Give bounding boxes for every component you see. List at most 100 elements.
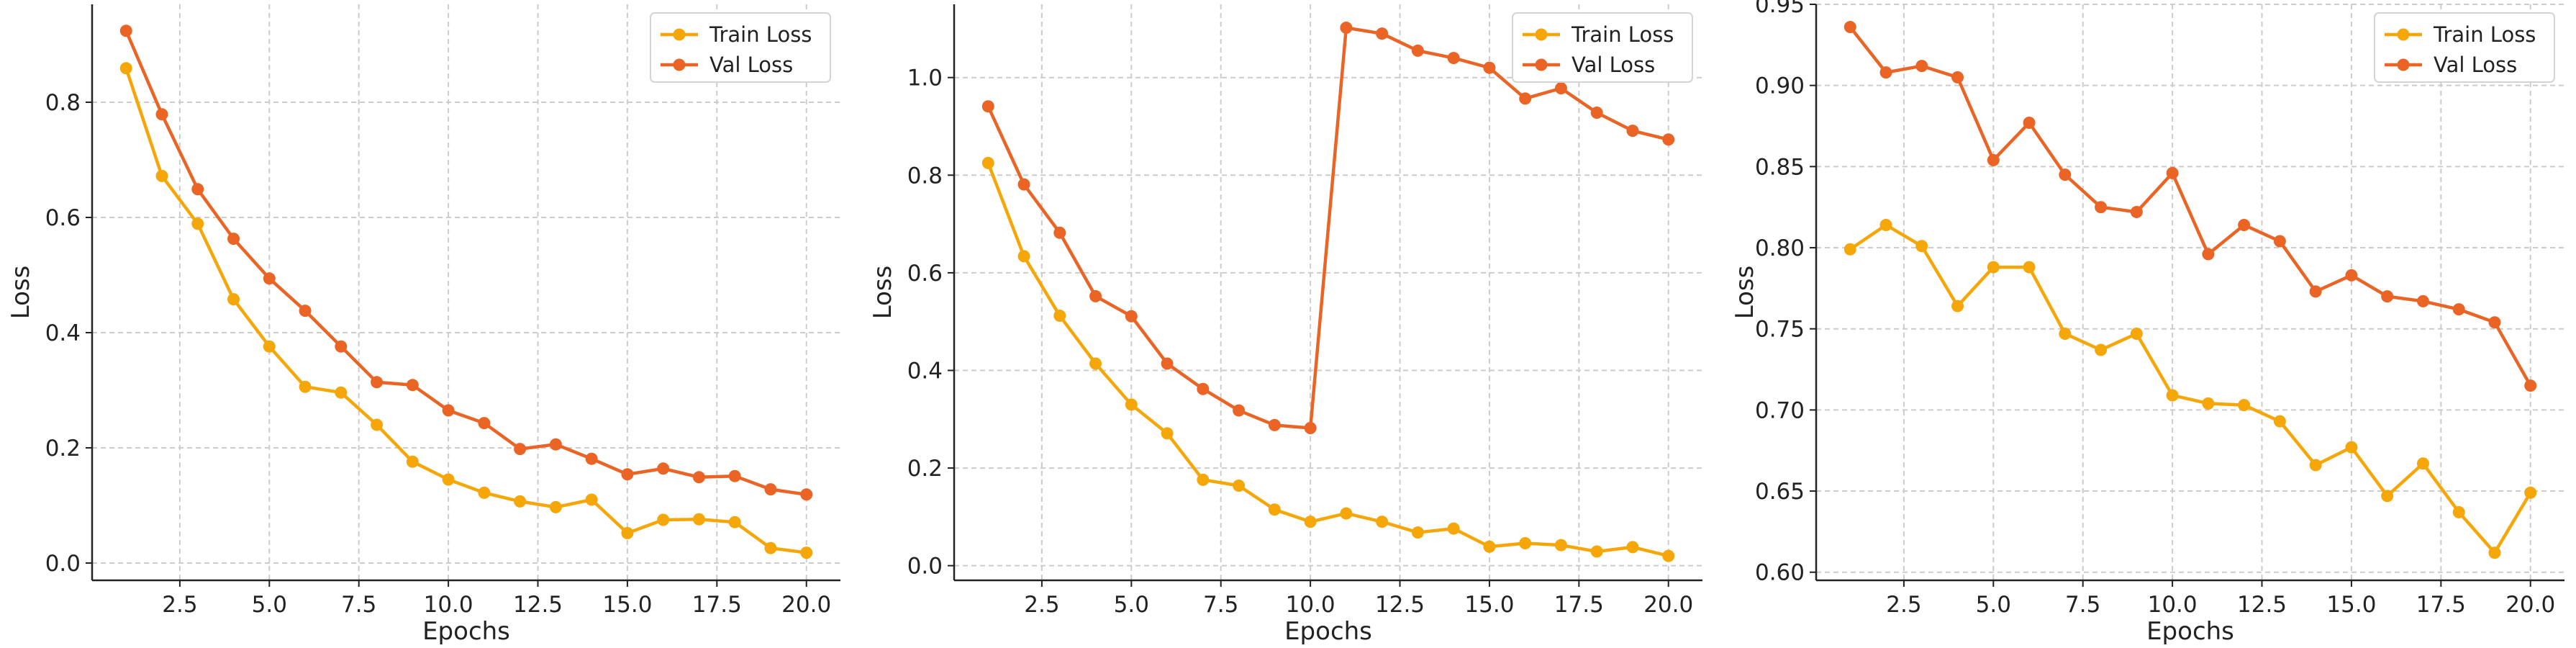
data-point-train <box>478 486 491 499</box>
x-tick-label: 5.0 <box>1114 592 1149 618</box>
y-tick-label: 1.0 <box>907 66 943 91</box>
chart-panel-2: 2.5 5.0 7.5 10.0 12.5 15.0 17.5 20.0 0.0 0.2 0.4 0.… <box>869 4 1702 646</box>
data-point-train <box>728 516 741 528</box>
y-tick-label: 0.90 <box>1755 73 1805 99</box>
data-point-train <box>2059 327 2072 340</box>
data-point-train <box>800 546 813 559</box>
data-point-train <box>2309 459 2322 472</box>
data-point-train <box>1483 540 1496 553</box>
data-point-val <box>1125 310 1138 323</box>
x-tick-label: 17.5 <box>692 592 742 618</box>
series-line-train <box>1849 223 2532 554</box>
data-point-train <box>442 473 455 486</box>
data-point-train <box>692 513 705 526</box>
data-point-train <box>2273 415 2286 428</box>
data-point-val <box>692 471 705 484</box>
data-point-val <box>800 488 813 501</box>
x-tick-label: 20.0 <box>781 592 831 618</box>
data-point-train <box>2023 261 2036 274</box>
data-point-val <box>2416 294 2429 307</box>
data-point-train <box>657 513 670 526</box>
data-point-val <box>2273 235 2286 248</box>
data-point-val <box>1411 44 1424 57</box>
legend-marker <box>673 58 686 71</box>
x-tick-label: 7.5 <box>1203 592 1238 618</box>
y-tick-label: 0.70 <box>1755 397 1805 423</box>
data-point-val <box>1017 178 1030 191</box>
data-point-train <box>1017 250 1030 263</box>
data-point-val <box>1340 22 1353 35</box>
data-point-val <box>1483 61 1496 74</box>
y-tick-label: 0.85 <box>1755 154 1805 180</box>
data-point-val <box>1626 125 1639 138</box>
y-tick-label: 0.65 <box>1755 479 1805 505</box>
y-tick-label: 0.0 <box>907 554 943 580</box>
data-point-val <box>2381 290 2394 303</box>
y-axis-label: Loss <box>1731 266 1759 320</box>
legend-marker <box>1535 58 1548 71</box>
data-point-train <box>1125 398 1138 411</box>
x-tick-label: 10.0 <box>424 592 473 618</box>
legend-marker <box>673 28 686 41</box>
data-point-train <box>1053 310 1066 323</box>
data-point-train <box>2095 343 2108 356</box>
legend-label: Val Loss <box>709 53 793 77</box>
data-point-val <box>585 452 598 465</box>
y-tick-label: 0.2 <box>907 456 943 482</box>
x-tick-label: 17.5 <box>2416 592 2466 618</box>
x-tick-label: 12.5 <box>1375 592 1425 618</box>
data-point-train <box>1915 240 1928 253</box>
x-tick-label: 20.0 <box>2505 592 2555 618</box>
legend-marker <box>2397 58 2410 71</box>
data-point-train <box>1304 516 1317 528</box>
y-tick-label: 0.95 <box>1755 0 1805 18</box>
y-tick-label: 0.0 <box>45 551 81 577</box>
x-tick-label: 12.5 <box>2237 592 2287 618</box>
data-point-val <box>1879 66 1892 79</box>
data-point-train <box>2130 327 2143 340</box>
data-point-train <box>1411 526 1424 539</box>
x-axis-label: Epochs <box>2146 617 2234 646</box>
data-point-val <box>1161 357 1174 370</box>
data-point-train <box>981 156 994 169</box>
y-tick-label: 0.4 <box>907 358 943 384</box>
y-tick-label: 0.8 <box>907 163 943 189</box>
data-point-train <box>585 493 598 506</box>
data-point-val <box>478 417 491 430</box>
y-axis-label: Loss <box>6 266 35 320</box>
data-point-train <box>1233 479 1246 492</box>
data-point-train <box>1879 218 1892 231</box>
x-tick-label: 7.5 <box>2065 592 2100 618</box>
data-point-val <box>442 404 455 417</box>
legend: Train Loss Val Loss <box>1512 12 1693 83</box>
data-point-val <box>2309 285 2322 298</box>
data-point-train <box>1987 261 2000 274</box>
data-point-train <box>2202 397 2215 410</box>
data-point-train <box>549 500 562 513</box>
y-tick-label: 0.60 <box>1755 560 1805 586</box>
data-point-val <box>2452 303 2465 316</box>
data-point-train <box>227 293 240 306</box>
data-point-train <box>1626 541 1639 554</box>
series-line-val <box>124 30 807 497</box>
x-tick-label: 20.0 <box>1643 592 1693 618</box>
data-point-val <box>657 462 670 475</box>
data-point-val <box>1197 382 1210 395</box>
data-point-train <box>2524 486 2537 499</box>
x-tick-label: 10.0 <box>1286 592 1335 618</box>
data-point-val <box>2238 218 2251 231</box>
data-point-train <box>2488 546 2501 559</box>
data-point-train <box>1590 545 1603 558</box>
data-point-train <box>1376 516 1389 528</box>
data-point-train <box>764 541 777 554</box>
data-point-val <box>2202 248 2215 261</box>
y-tick-label: 0.2 <box>45 436 81 462</box>
x-tick-label: 15.0 <box>2326 592 2376 618</box>
data-point-val <box>2059 168 2072 181</box>
data-point-val <box>2095 201 2108 214</box>
x-tick-label: 2.5 <box>162 592 197 618</box>
y-tick-label: 0.75 <box>1755 317 1805 343</box>
data-point-train <box>514 495 527 508</box>
data-point-val <box>263 272 276 285</box>
